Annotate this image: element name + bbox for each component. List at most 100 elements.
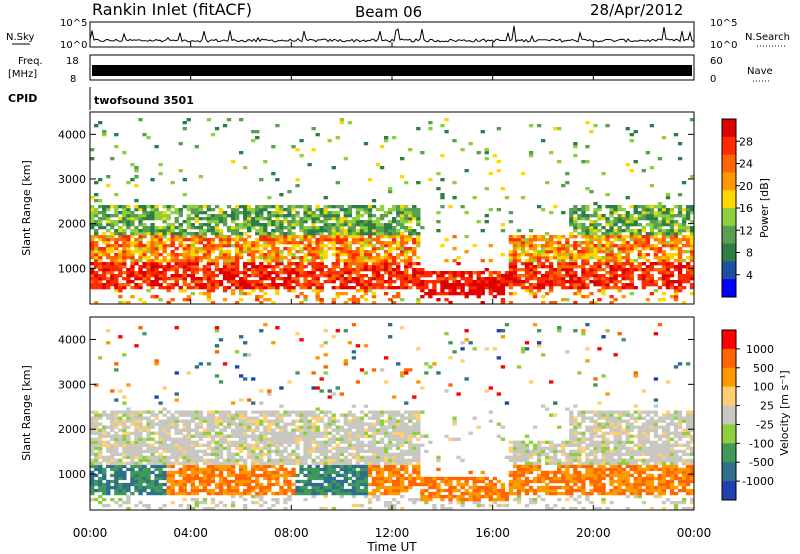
power-cell: [396, 205, 401, 209]
power-cell: [504, 274, 510, 278]
power-cell: [508, 268, 514, 272]
power-cell: [585, 274, 590, 278]
power-cell: [585, 262, 590, 266]
power-cell: [234, 214, 240, 218]
power-cell: [597, 280, 602, 284]
power-cell: [319, 271, 324, 275]
power-cell: [605, 223, 610, 227]
velocity-cell: [134, 452, 139, 457]
velocity-cell: [214, 344, 220, 348]
velocity-cell: [299, 434, 304, 438]
velocity-cell: [202, 443, 208, 447]
velocity-cell: [287, 494, 292, 499]
power-cell: [307, 163, 312, 167]
velocity-cell: [238, 464, 244, 469]
power-cell: [383, 265, 389, 269]
velocity-cell: [347, 428, 353, 432]
power-cell: [540, 244, 546, 248]
power-cell: [355, 289, 361, 293]
velocity-cell: [198, 455, 204, 460]
power-cell: [118, 262, 123, 266]
power-cell: [363, 280, 369, 284]
power-cell: [182, 262, 187, 266]
velocity-cell: [323, 506, 328, 511]
power-cell: [673, 235, 679, 239]
velocity-cell: [110, 425, 115, 429]
power-cell: [283, 277, 288, 281]
power-cell: [238, 256, 244, 260]
velocity-cell: [327, 395, 332, 399]
power-cell: [412, 241, 417, 245]
power-cell: [335, 223, 340, 227]
velocity-cell: [279, 416, 284, 420]
power-cell: [343, 214, 349, 218]
power-cell: [367, 178, 373, 182]
velocity-cell: [234, 422, 240, 426]
velocity-cell: [182, 428, 187, 432]
power-cell: [508, 220, 514, 224]
power-cell: [218, 214, 224, 218]
power-cell: [609, 277, 614, 281]
power-cell: [275, 238, 280, 242]
velocity-cell: [311, 431, 316, 435]
power-cell: [206, 253, 212, 257]
power-cell: [182, 253, 187, 257]
power-cell: [400, 253, 405, 257]
velocity-cell: [186, 419, 191, 423]
power-cell: [106, 205, 111, 209]
power-cell: [142, 214, 147, 218]
velocity-cell: [182, 440, 187, 444]
power-cell: [303, 220, 308, 224]
velocity-cell: [218, 452, 224, 457]
velocity-cell: [230, 500, 236, 505]
power-cell: [194, 211, 200, 215]
velocity-cell: [371, 461, 377, 466]
power-cell: [210, 238, 216, 242]
power-cell: [355, 280, 361, 284]
velocity-cell: [279, 452, 284, 457]
velocity-cell: [146, 443, 151, 447]
power-cell: [243, 244, 248, 248]
velocity-cell: [138, 482, 143, 487]
velocity-cell: [359, 443, 365, 447]
power-cell: [303, 298, 308, 302]
power-cell: [263, 271, 268, 275]
velocity-cell: [170, 422, 175, 426]
velocity-cell: [339, 488, 344, 493]
power-cell: [516, 238, 522, 242]
power-cell: [158, 286, 163, 290]
velocity-cell: [186, 458, 191, 463]
power-cell: [90, 241, 95, 245]
power-cell: [569, 286, 574, 290]
power-cell: [327, 217, 332, 221]
power-cell: [182, 121, 187, 125]
velocity-cell: [118, 470, 123, 475]
velocity-cell: [230, 494, 236, 499]
velocity-cell: [122, 482, 127, 487]
power-cell: [186, 214, 191, 218]
velocity-cell: [166, 461, 171, 466]
power-cell: [347, 208, 353, 212]
power-cell: [617, 253, 622, 257]
power-cell: [287, 286, 292, 290]
power-cell: [387, 247, 393, 251]
velocity-cell: [343, 455, 349, 460]
power-cell: [158, 238, 163, 242]
velocity-cell: [122, 425, 127, 429]
velocity-cell: [118, 482, 123, 487]
power-cell: [456, 256, 461, 260]
power-cell: [532, 283, 538, 287]
velocity-cell: [299, 455, 304, 460]
power-cell: [601, 283, 606, 287]
power-cell: [589, 247, 594, 251]
power-cell: [565, 271, 570, 275]
power-cell: [222, 211, 228, 215]
power-cell: [375, 232, 381, 236]
power-cell: [166, 286, 171, 290]
nave-tick-bottom: 0: [710, 74, 716, 85]
power-cell: [222, 271, 228, 275]
power-cell: [528, 289, 534, 293]
power-cell: [492, 295, 497, 299]
power-cell: [621, 244, 626, 248]
power-cell: [585, 238, 590, 242]
